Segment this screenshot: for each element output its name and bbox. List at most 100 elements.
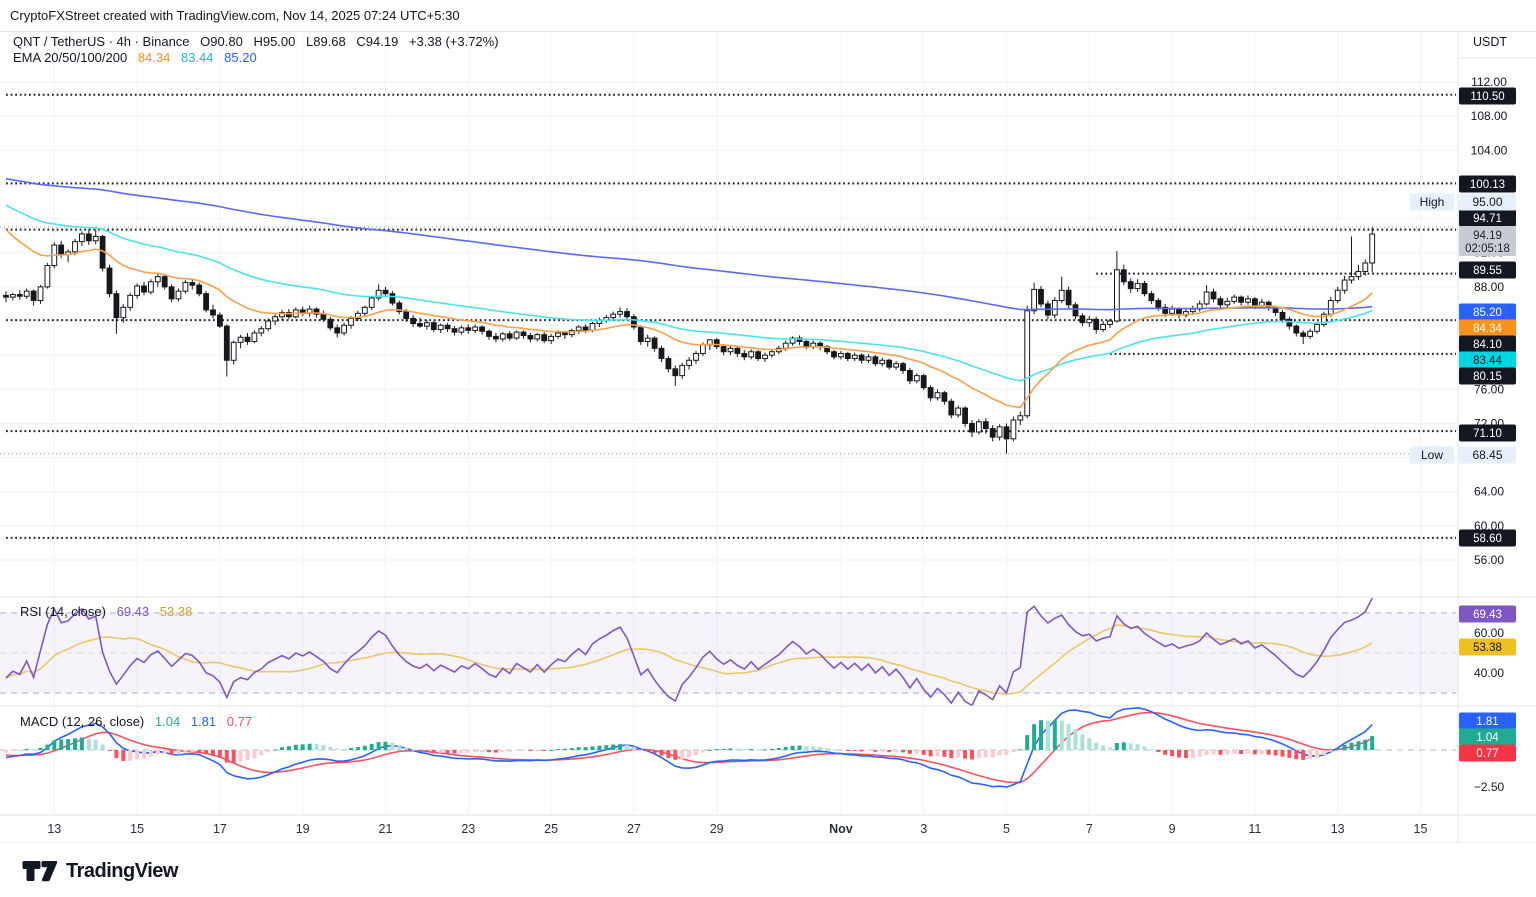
rsi-value: 69.43 <box>116 604 150 619</box>
svg-text:94.19: 94.19 <box>1473 230 1502 242</box>
time-label-3: 3 <box>920 822 927 836</box>
svg-text:−2.50: −2.50 <box>1474 780 1505 794</box>
ema20-value: 84.34 <box>137 50 171 65</box>
ema200-line <box>5 178 1373 311</box>
price-axis-badges: 110.50 100.13 94.71 89.55 85.20 84.34 84.10 83.… <box>1410 87 1516 762</box>
symbol-legend[interactable]: QNT / TetherUS · 4h · Binance O90.80 H95… <box>13 34 506 49</box>
footer: TradingView <box>0 843 1536 897</box>
time-label-21: 21 <box>379 822 393 836</box>
rsi-pane[interactable] <box>0 597 1458 707</box>
time-label-13: 13 <box>1331 822 1345 836</box>
time-label-Nov: Nov <box>829 822 853 836</box>
svg-text:58.60: 58.60 <box>1473 533 1502 545</box>
macd-badge-0.77 <box>1459 744 1516 762</box>
time-axis[interactable]: 13 15 17 19 21 23 25 27 29 Nov 3 5 7 9 11 13 15 <box>47 822 1427 836</box>
macd-legend[interactable]: MACD (12, 26, close) 1.04 1.81 0.77 <box>20 714 259 729</box>
price-badge-84.34 <box>1459 319 1516 337</box>
macd-label: MACD (12, 26, close) <box>20 714 145 729</box>
price-level-lines[interactable] <box>6 93 1456 539</box>
attribution-bar: CryptoFXStreet created with TradingView.… <box>0 0 1536 32</box>
ohlc-open: O90.80 <box>200 34 243 49</box>
svg-text:85.20: 85.20 <box>1473 307 1502 319</box>
macd-histogram <box>4 720 1375 763</box>
axis-currency-label: USDT <box>1473 35 1507 49</box>
ema-legend[interactable]: EMA 20/50/100/200 84.34 83.44 85.20 <box>13 50 264 65</box>
svg-text:60.00: 60.00 <box>1474 626 1504 640</box>
rsi-ma-value: 53.38 <box>159 604 193 619</box>
price-badge-85.20 <box>1459 303 1516 321</box>
price-badge-71.10 <box>1459 424 1516 442</box>
rsi-line <box>5 597 1373 707</box>
price-badge-84.10 <box>1459 335 1516 353</box>
macd-signal-value: 0.77 <box>226 714 253 729</box>
time-label-25: 25 <box>544 822 558 836</box>
svg-text:88.00: 88.00 <box>1474 280 1504 294</box>
time-label-9: 9 <box>1169 822 1176 836</box>
svg-text:60.00: 60.00 <box>1474 519 1504 533</box>
svg-text:100.13: 100.13 <box>1470 179 1505 191</box>
svg-text:71.10: 71.10 <box>1473 428 1502 440</box>
price-badge-83.44 <box>1459 351 1516 369</box>
ema-lines <box>5 178 1373 409</box>
price-badge-110.50 <box>1459 87 1516 105</box>
svg-text:69.43: 69.43 <box>1473 609 1502 621</box>
ema50-value: 83.44 <box>181 50 214 65</box>
ema200-value: 85.20 <box>224 50 257 65</box>
ohlc-change: +3.38 (+3.72%) <box>408 34 499 49</box>
svg-text:68.45: 68.45 <box>1472 448 1502 462</box>
time-label-15: 15 <box>1414 822 1428 836</box>
svg-text:56.00: 56.00 <box>1474 553 1504 567</box>
attribution-text: CryptoFXStreet created with TradingView.… <box>10 8 460 23</box>
price-badge-89.55 <box>1459 261 1516 279</box>
macd-line <box>5 706 1373 788</box>
svg-text:64.00: 64.00 <box>1474 485 1504 499</box>
rsi-legend[interactable]: RSI (14, close) 69.43 53.38 <box>20 604 199 619</box>
rsi-label: RSI (14, close) <box>20 604 106 619</box>
price-badge-58.60 <box>1459 529 1516 547</box>
tradingview-logo[interactable]: TradingView <box>22 857 178 885</box>
svg-text:84.34: 84.34 <box>1473 323 1502 335</box>
svg-text:80.15: 80.15 <box>1473 371 1502 383</box>
time-label-11: 11 <box>1248 822 1261 836</box>
time-label-17: 17 <box>213 822 227 836</box>
current-price-badge <box>1459 226 1516 256</box>
candles-layer[interactable] <box>3 227 1376 454</box>
rsi-badge-53.38 <box>1459 638 1516 656</box>
svg-text:76.00: 76.00 <box>1474 382 1504 396</box>
macd-line-value: 1.81 <box>190 714 217 729</box>
svg-text:53.38: 53.38 <box>1473 642 1502 654</box>
brand-name: TradingView <box>66 859 178 882</box>
time-label-27: 27 <box>627 822 641 836</box>
time-label-7: 7 <box>1086 822 1093 836</box>
time-label-23: 23 <box>461 822 475 836</box>
grid-lines <box>0 32 1458 815</box>
svg-text:40.00: 40.00 <box>1474 666 1504 680</box>
price-chart-svg[interactable]: USDT112.00108.00104.0092.0088.0076.0072.… <box>0 32 1536 843</box>
svg-text:84.10: 84.10 <box>1473 339 1502 351</box>
svg-text:104.00: 104.00 <box>1471 143 1508 157</box>
ema50-line <box>5 204 1373 382</box>
ohlc-low: L89.68 <box>306 34 346 49</box>
price-badge-100.13 <box>1459 175 1516 193</box>
ema-label: EMA 20/50/100/200 <box>13 50 128 65</box>
svg-text:1.04: 1.04 <box>1476 732 1499 744</box>
svg-text:108.00: 108.00 <box>1471 109 1508 123</box>
svg-text:95.00: 95.00 <box>1472 195 1502 209</box>
macd-signal-line <box>5 711 1373 784</box>
macd-badge-1.04 <box>1459 728 1516 746</box>
ohlc-high: H95.00 <box>253 34 296 49</box>
price-badge-94.71 <box>1459 209 1516 227</box>
time-label-13: 13 <box>47 822 61 836</box>
high-label: High <box>1420 195 1445 209</box>
low-label: Low <box>1421 448 1443 462</box>
time-label-5: 5 <box>1003 822 1010 836</box>
rsi-badge-69.43 <box>1459 605 1516 623</box>
symbol-title: QNT / TetherUS · 4h · Binance <box>13 34 190 49</box>
svg-text:110.50: 110.50 <box>1470 91 1504 103</box>
time-label-15: 15 <box>130 822 144 836</box>
candle-countdown: 02:05:18 <box>1465 243 1510 255</box>
range-lines <box>0 226 1456 455</box>
macd-badge-1.81 <box>1459 712 1516 730</box>
price-badge-80.15 <box>1459 367 1516 385</box>
